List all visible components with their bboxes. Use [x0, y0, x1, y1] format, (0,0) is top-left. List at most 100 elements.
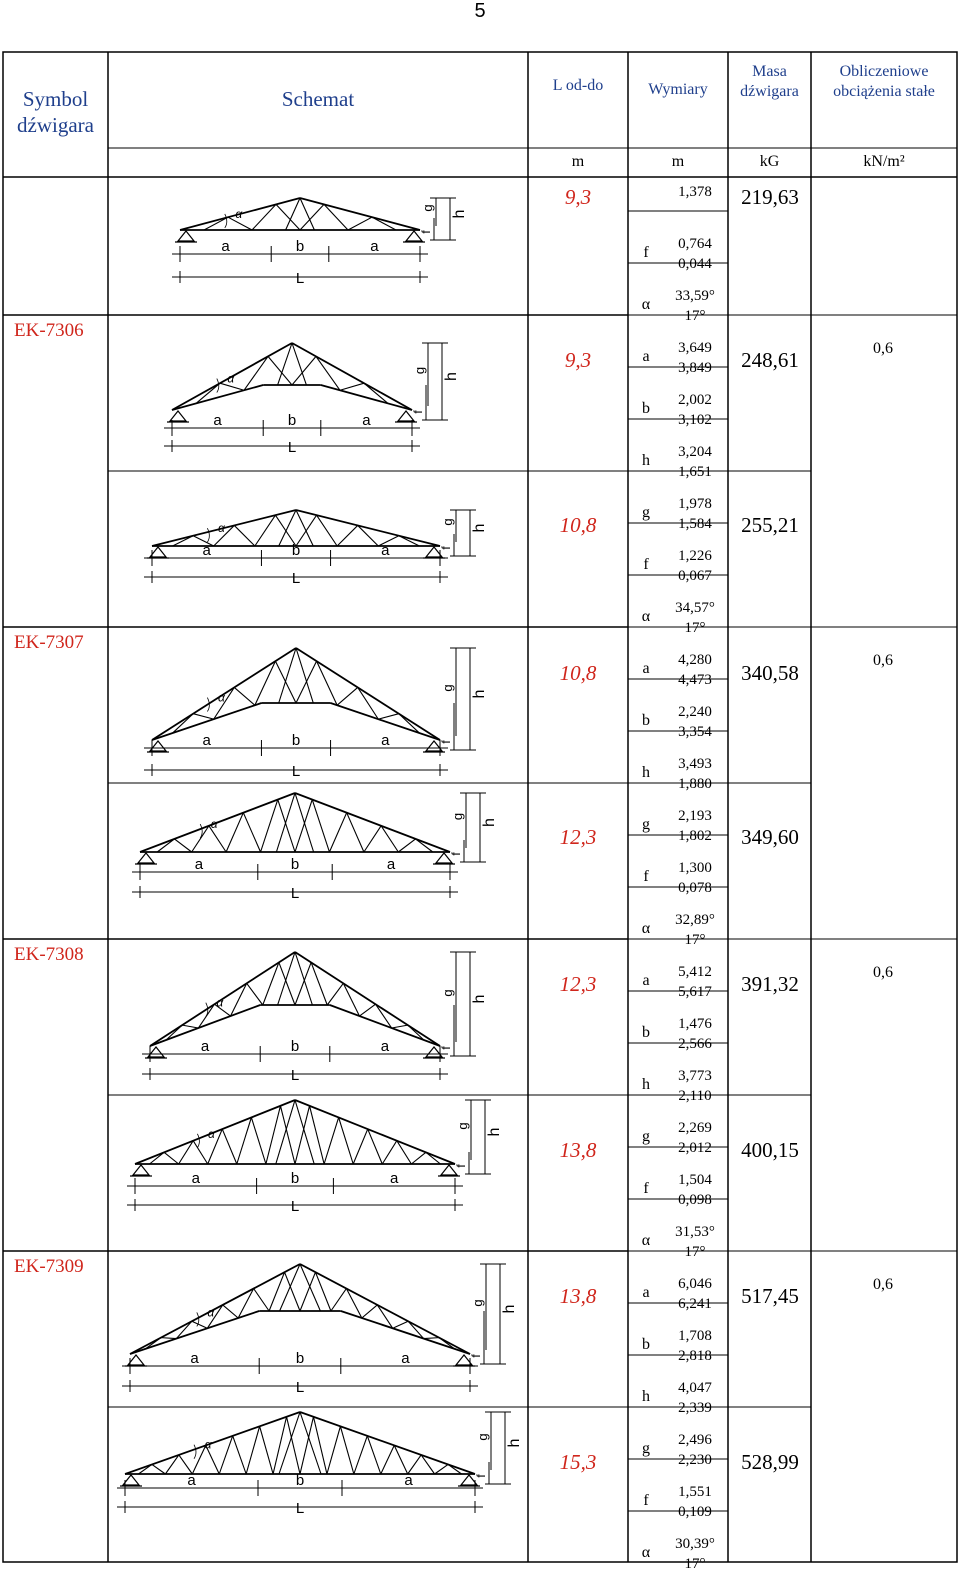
top-chord: [124, 1411, 301, 1475]
dim-label-a: a: [381, 1038, 390, 1055]
web-member: [326, 983, 344, 1006]
web-member: [262, 962, 280, 1006]
dim-label-L: L: [291, 1198, 299, 1215]
web-member: [299, 1263, 321, 1312]
dimension-label: a: [642, 972, 650, 989]
alpha-arc: [207, 527, 210, 543]
web-member: [230, 983, 248, 1017]
dim-label-L: L: [291, 1067, 299, 1084]
span-value: 9,3: [564, 185, 592, 209]
dim-label-g: g: [440, 989, 455, 996]
dim-label-a: a: [362, 412, 371, 429]
dim-label-L: L: [292, 763, 300, 780]
web-member: [191, 1445, 207, 1475]
mass-value: 349,60: [741, 825, 799, 849]
dimension-value: 2,566: [678, 1036, 712, 1052]
dim-label-a: a: [221, 238, 230, 255]
dim-label-L: L: [288, 439, 296, 456]
alpha-label: α: [235, 207, 243, 221]
dimension-label: h: [642, 1076, 650, 1093]
web-member: [396, 1140, 412, 1165]
dimension-value: 1,226: [678, 548, 712, 564]
dimension-value: 3,773: [678, 1068, 712, 1084]
top-chord: [295, 509, 441, 547]
span-value: 12,3: [559, 825, 597, 849]
bottom-chord: [171, 384, 264, 411]
web-member: [245, 1426, 261, 1475]
dim-label-f: f: [469, 1354, 483, 1358]
web-member: [415, 838, 434, 853]
web-member: [299, 1411, 322, 1475]
dim-label-b: b: [292, 542, 300, 559]
web-member: [291, 356, 317, 386]
web-member: [411, 1151, 427, 1165]
dim-label-h: h: [506, 1439, 523, 1448]
dim-label-a: a: [190, 1350, 199, 1367]
web-member: [277, 799, 296, 853]
dim-label-a: a: [381, 732, 390, 749]
dimension-value: 4,047: [678, 1380, 712, 1396]
web-member: [398, 713, 420, 734]
web-member: [366, 1435, 382, 1475]
dimension-value: 2,012: [678, 1140, 712, 1156]
load-value: 0,6: [873, 340, 893, 357]
web-member: [250, 1117, 267, 1165]
web-member: [294, 962, 312, 1006]
web-member: [178, 1454, 193, 1475]
top-chord: [299, 1263, 471, 1355]
web-member: [294, 792, 315, 853]
web-member: [407, 1024, 425, 1041]
support-icon: [454, 1354, 474, 1366]
web-member: [352, 1128, 369, 1165]
web-member: [253, 1288, 270, 1312]
alpha-arc: [207, 697, 210, 712]
dimension-label: h: [642, 764, 650, 781]
web-member: [336, 525, 359, 547]
web-member: [233, 687, 256, 706]
dimension-value: 0,109: [678, 1504, 712, 1520]
dim-label-f: f: [419, 230, 433, 234]
dimension-value: 4,280: [678, 652, 712, 668]
alpha-label: α: [218, 521, 226, 535]
dim-label-g: g: [475, 1433, 490, 1440]
dim-label-a: a: [404, 1472, 413, 1489]
web-member: [260, 799, 279, 853]
unit-dims: m: [671, 153, 685, 170]
alpha-arc: [199, 823, 203, 839]
dimension-value: 3,204: [678, 444, 712, 460]
bottom-chord: [151, 702, 262, 741]
web-member: [164, 1454, 180, 1475]
top-chord: [294, 792, 451, 853]
dim-label-a: a: [401, 1350, 410, 1367]
web-member: [284, 1271, 301, 1312]
dimension-value: 3,102: [678, 412, 712, 428]
web-member: [346, 812, 365, 853]
mass-value: 219,63: [741, 185, 799, 209]
symbol-label: EK-7306: [14, 320, 84, 341]
dimension-label: h: [642, 1388, 650, 1405]
alpha-label: α: [227, 372, 235, 386]
dim-label-f: f: [474, 1474, 488, 1478]
dim-label-L: L: [291, 885, 299, 902]
web-member: [347, 216, 373, 231]
web-member: [236, 1117, 252, 1165]
web-member: [268, 1271, 286, 1312]
header-load: Obliczeniowe obciążenia stałe: [833, 63, 935, 100]
span-value: 12,3: [559, 972, 597, 996]
dimension-value: 17°: [684, 308, 706, 324]
web-member: [206, 1304, 224, 1329]
dimension-label: b: [642, 712, 650, 729]
dimension-label: f: [643, 244, 649, 261]
top-chord: [151, 647, 297, 741]
web-member: [156, 838, 175, 853]
dimension-label: α: [641, 920, 651, 937]
symbol-label: EK-7308: [14, 944, 84, 965]
dimension-label: α: [641, 296, 651, 313]
dimension-value: 17°: [684, 932, 706, 948]
dimension-value: 2,193: [678, 808, 712, 824]
mass-value: 340,58: [741, 661, 799, 685]
web-member: [219, 382, 245, 391]
dimension-value: 1,551: [678, 1484, 712, 1500]
web-member: [316, 660, 338, 706]
